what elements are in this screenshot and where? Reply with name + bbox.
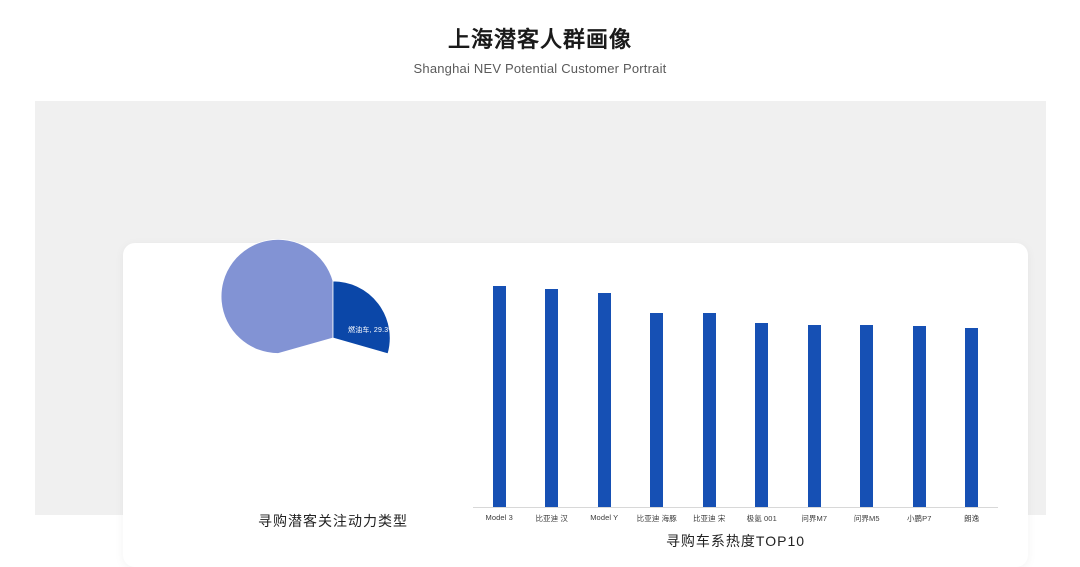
bar-category-label: 极氪 001 xyxy=(746,514,777,523)
pie-chart-caption: 寻购潜客关注动力类型 xyxy=(258,513,408,529)
pie-chart-block: 燃油车, 29.3% 新能源车, 70.7% 寻购潜客关注动力类型 xyxy=(183,239,483,553)
bar-category-label: Model Y xyxy=(590,513,619,522)
page-title: 上海潜客人群画像 xyxy=(447,27,632,52)
bar-category-label: 问界M7 xyxy=(801,514,828,523)
bar-category-label: 比亚迪 海豚 xyxy=(636,514,677,523)
bar[interactable] xyxy=(860,324,874,507)
bar-category-label: 朗逸 xyxy=(964,514,980,523)
pie-label-fuel: 燃油车, 29.3% xyxy=(348,326,395,335)
bar[interactable] xyxy=(545,289,559,507)
pie-label-nev-line2: 70.7% xyxy=(287,363,308,371)
bar[interactable] xyxy=(492,286,506,507)
bar-column[interactable] xyxy=(473,275,526,507)
bar-column[interactable] xyxy=(526,275,579,507)
bar[interactable] xyxy=(807,324,821,507)
bar-chart-plot xyxy=(473,275,998,508)
bar-chart-x-axis-labels: Model 3 比亚迪 汉 Model Y 比亚迪 海豚 比亚迪 宋 极氪 001 问界M7… xyxy=(473,513,998,524)
bar-chart-block: Model 3 比亚迪 汉 Model Y 比亚迪 海豚 比亚迪 宋 极氪 001 问界M7… xyxy=(463,263,1008,558)
bar-column[interactable] xyxy=(841,275,894,507)
bar[interactable] xyxy=(755,322,769,507)
bar-column[interactable] xyxy=(946,275,999,507)
pie-label-nev-line1: 新能源车, xyxy=(282,354,313,361)
pie-label-nev: 新能源车, 70.7% xyxy=(282,353,313,372)
bar[interactable] xyxy=(702,312,716,507)
bar[interactable] xyxy=(912,325,926,507)
bar-column[interactable] xyxy=(893,275,946,507)
outer-panel: 燃油车, 29.3% 新能源车, 70.7% 寻购潜客关注动力类型 Model … xyxy=(35,101,1046,567)
bar-chart-caption: 寻购车系热度TOP10 xyxy=(665,533,806,549)
bar-category-label: 比亚迪 汉 xyxy=(535,514,569,523)
bar[interactable] xyxy=(597,292,611,507)
pie-slice-fuel[interactable] xyxy=(332,280,391,355)
bar-column[interactable] xyxy=(736,275,789,507)
bar-category-label: 比亚迪 宋 xyxy=(692,514,726,523)
bar-column[interactable] xyxy=(578,275,631,507)
page-header: 上海潜客人群画像 Shanghai NEV Potential Customer… xyxy=(0,0,1080,76)
pie-chart: 燃油车, 29.3% 新能源车, 70.7% xyxy=(220,239,395,397)
pie-label-fuel-text: 燃油车, 29.3% xyxy=(348,327,395,334)
bar[interactable] xyxy=(650,312,664,507)
pie-slice-nev[interactable] xyxy=(220,239,334,354)
bar-category-label: 问界M5 xyxy=(853,514,880,523)
bar-category-label: Model 3 xyxy=(485,513,513,522)
bar-column[interactable] xyxy=(683,275,736,507)
charts-card: 燃油车, 29.3% 新能源车, 70.7% 寻购潜客关注动力类型 Model … xyxy=(123,239,1028,567)
bar-column[interactable] xyxy=(631,275,684,507)
bar-category-label: 小鹏P7 xyxy=(906,514,932,523)
bar[interactable] xyxy=(965,328,979,507)
bar-column[interactable] xyxy=(788,275,841,507)
pie-chart-svg xyxy=(220,239,391,355)
page-subtitle: Shanghai NEV Potential Customer Portrait xyxy=(413,60,667,76)
